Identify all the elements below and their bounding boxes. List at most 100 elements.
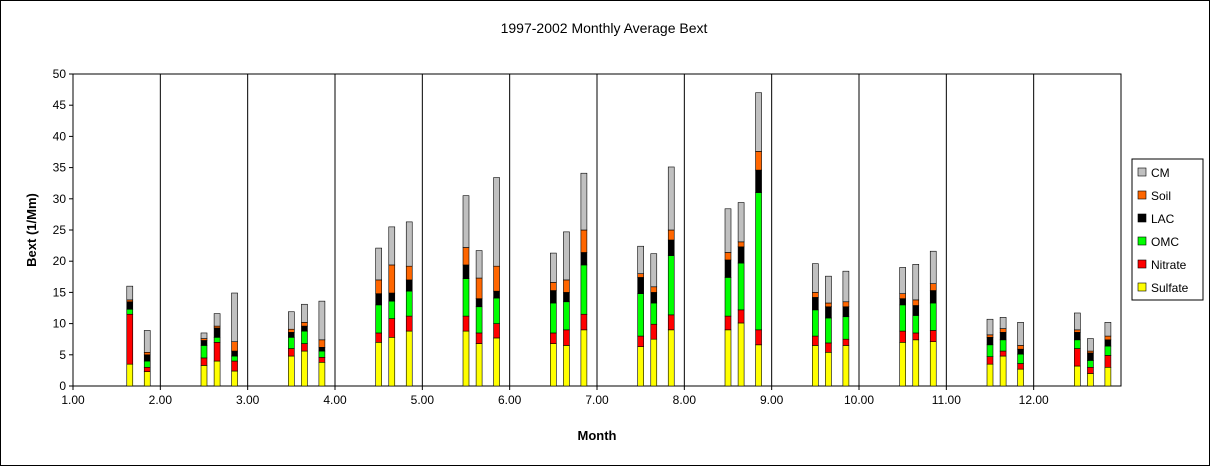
bar-segment-soil xyxy=(580,229,588,253)
bar-segment-lac xyxy=(405,279,413,292)
bar-segment-soil xyxy=(899,293,906,299)
bar-segment-omc xyxy=(999,339,1007,352)
y-tick-label: 50 xyxy=(53,67,67,81)
bar-segment-sulfate xyxy=(580,329,588,387)
bar-segment-omc xyxy=(301,330,308,344)
y-tick-label: 10 xyxy=(53,317,67,331)
bar-segment-soil xyxy=(143,352,151,356)
legend-box xyxy=(1131,158,1204,301)
bar-segment-soil xyxy=(999,328,1007,333)
bar-segment-sulfate xyxy=(375,342,382,387)
bar-segment-nitrate xyxy=(288,348,295,357)
bar-segment-nitrate xyxy=(986,356,994,365)
bar-segment-lac xyxy=(986,337,994,346)
bar-segment-nitrate xyxy=(825,342,832,353)
bar-segment-sulfate xyxy=(475,343,483,387)
bar-segment-cm xyxy=(143,330,151,353)
bar-segment-soil xyxy=(563,279,570,293)
vertical-gridlines xyxy=(159,74,1035,386)
bar-segment-sulfate xyxy=(231,370,238,387)
bar-segment-lac xyxy=(550,290,557,304)
bar-segment-sulfate xyxy=(388,337,396,387)
bar-segment-cm xyxy=(231,292,238,342)
bar-segment-soil xyxy=(842,301,850,308)
bar-segment-nitrate xyxy=(1087,366,1094,374)
bar-segment-soil xyxy=(667,229,675,241)
bar-segment-sulfate xyxy=(650,338,658,387)
bar-segment-omc xyxy=(126,308,134,315)
bar-segment-nitrate xyxy=(755,329,762,346)
bar-segment-omc xyxy=(724,277,732,317)
bar-segment-nitrate xyxy=(912,332,920,341)
bar-segment-omc xyxy=(912,315,920,334)
bar-segment-cm xyxy=(580,172,588,231)
bar-segment-cm xyxy=(462,195,470,248)
legend-swatch-sulfate xyxy=(1137,282,1147,292)
y-tick-label: 0 xyxy=(59,379,66,393)
bar-segment-omc xyxy=(231,355,238,362)
chart-title: 1997-2002 Monthly Average Bext xyxy=(501,20,708,36)
bar-segment-cm xyxy=(405,221,413,267)
bar-segment-cm xyxy=(318,300,326,341)
bar-segment-soil xyxy=(375,279,382,294)
bar-segment-soil xyxy=(475,277,483,299)
bar-segment-sulfate xyxy=(563,345,570,387)
bar-segment-cm xyxy=(301,303,308,323)
bar-segment-omc xyxy=(667,255,675,316)
bar-segment-sulfate xyxy=(986,363,994,387)
bar-segment-cm xyxy=(126,285,134,301)
bar-segment-soil xyxy=(737,241,745,248)
bar-segment-omc xyxy=(563,301,570,331)
bar-segment-lac xyxy=(475,298,483,308)
legend-label-nitrate: Nitrate xyxy=(1151,258,1187,272)
bar-segment-sulfate xyxy=(1074,365,1081,387)
bar-segment-soil xyxy=(929,283,937,291)
y-axis-label: Bext (1/Mm) xyxy=(24,193,39,267)
bar-segment-sulfate xyxy=(550,343,557,387)
x-tick-label: 11.00 xyxy=(932,393,961,407)
bar-segment-lac xyxy=(737,246,745,264)
bar-segment-cm xyxy=(1017,322,1024,346)
bar-segment-lac xyxy=(755,169,762,193)
bar-segment-omc xyxy=(1087,360,1094,368)
bar-segment-cm xyxy=(1104,322,1112,337)
bar-segment-omc xyxy=(812,309,819,337)
bar-segment-nitrate xyxy=(375,332,382,343)
bar-segment-cm xyxy=(563,231,570,281)
bar-segment-nitrate xyxy=(667,314,675,331)
bar-segment-cm xyxy=(388,226,396,266)
bar-segment-soil xyxy=(462,247,470,266)
bar-segment-omc xyxy=(650,302,658,325)
bar-segment-sulfate xyxy=(667,329,675,387)
bar-segment-cm xyxy=(755,92,762,152)
bar-segment-nitrate xyxy=(842,338,850,346)
bar-segment-nitrate xyxy=(200,357,208,366)
bar-segment-sulfate xyxy=(318,361,326,387)
bar-segment-nitrate xyxy=(580,313,588,331)
legend-swatch-soil xyxy=(1137,190,1147,200)
x-tick-label: 7.00 xyxy=(585,393,609,407)
legend-label-omc: OMC xyxy=(1151,235,1179,249)
x-tick-label: 8.00 xyxy=(673,393,697,407)
y-tick-label: 45 xyxy=(53,98,67,112)
bar-segment-nitrate xyxy=(899,330,906,343)
bar-segment-lac xyxy=(929,290,937,304)
bar-segment-soil xyxy=(1074,329,1081,333)
bar-segment-cm xyxy=(650,253,658,288)
bar-segment-cm xyxy=(550,252,557,283)
bar-segment-lac xyxy=(493,290,500,299)
x-tick-label: 4.00 xyxy=(323,393,347,407)
bar-segment-lac xyxy=(288,332,295,338)
bar-segment-omc xyxy=(1104,345,1112,356)
y-tick-label: 20 xyxy=(53,254,67,268)
bar-segment-lac xyxy=(899,298,906,306)
bar-segment-sulfate xyxy=(999,355,1007,387)
bar-segment-sulfate xyxy=(493,337,500,387)
bar-segment-nitrate xyxy=(462,315,470,332)
bar-segment-omc xyxy=(580,264,588,315)
bar-segment-sulfate xyxy=(126,363,134,387)
legend-swatch-lac xyxy=(1137,213,1147,223)
bar-segment-soil xyxy=(1017,345,1024,350)
bar-segment-soil xyxy=(1104,335,1112,341)
